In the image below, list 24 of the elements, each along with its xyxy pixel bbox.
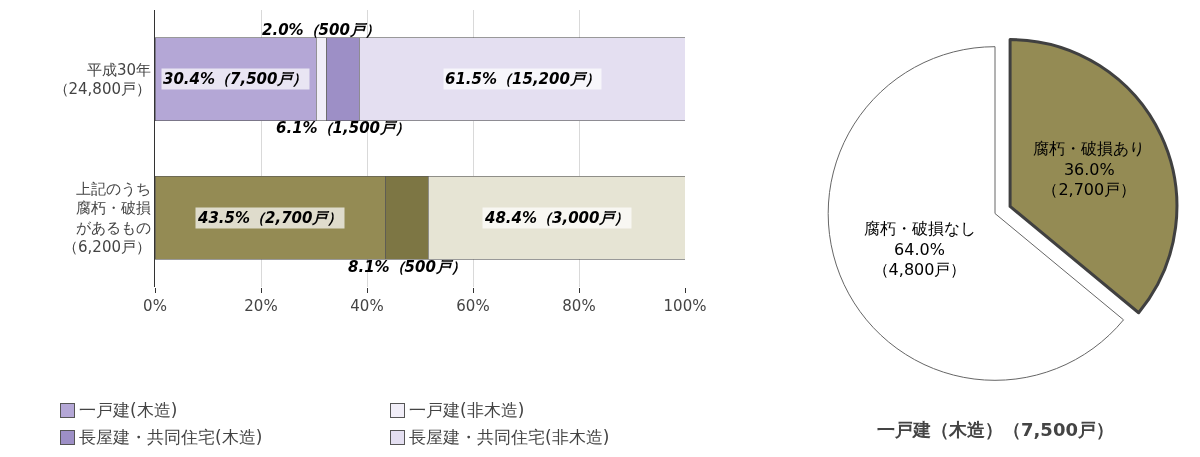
data-label: 8.1%（500戸）	[348, 258, 466, 276]
y-tick-label: 上記のうち腐朽・破損があるもの（6,200戸）	[63, 179, 151, 257]
x-tick-label: 80%	[562, 297, 596, 315]
x-tick-label: 0%	[143, 297, 167, 315]
data-label: 43.5%（2,700戸）	[197, 209, 343, 227]
x-tick-label: 60%	[456, 297, 490, 315]
data-label: 36.0%（2,700戸）	[1042, 159, 1137, 200]
data-label: 48.4%（3,000戸）	[484, 209, 630, 227]
slice-label: 腐朽・破損なし	[863, 218, 976, 238]
slice-label: 腐朽・破損あり	[1033, 138, 1146, 158]
x-tick-label: 40%	[350, 297, 384, 315]
legend-label: 長屋建・共同住宅(木造)	[79, 426, 263, 449]
data-label: 6.1%（1,500戸）	[276, 119, 411, 137]
x-tick-label: 20%	[244, 297, 278, 315]
data-label: 64.0%（4,800戸）	[872, 239, 967, 280]
legend-label: 一戸建(非木造)	[409, 399, 525, 422]
data-label: 30.4%（7,500戸）	[163, 70, 308, 88]
data-label: 61.5%（15,200戸）	[445, 70, 600, 88]
legend-label: 長屋建・共同住宅(非木造)	[409, 426, 610, 449]
data-label: 2.0%（500戸）	[262, 21, 380, 39]
text: 一戸建（木造）（7,500戸）	[877, 419, 1114, 440]
x-tick-label: 100%	[663, 297, 707, 315]
y-tick-label: 平成30年（24,800戸）	[53, 60, 151, 99]
legend-label: 一戸建(木造)	[79, 399, 178, 422]
